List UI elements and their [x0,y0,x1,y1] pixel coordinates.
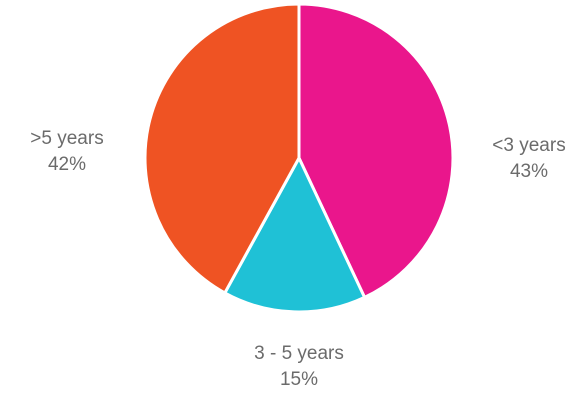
slice-label-under-3-years: <3 years 43% [492,133,565,185]
slice-percent-label: 42% [47,154,87,175]
slice-label-over-5-years: >5 years 42% [30,126,103,178]
slice-percent-label: 15% [279,369,319,390]
slice-category-label: 3 - 5 years [254,343,344,364]
slice-percent-label: 43% [509,161,549,182]
pie-slices [143,2,455,314]
slice-label-3-to-5-years: 3 - 5 years 15% [254,341,344,393]
pie-slice-over-5-years [143,2,301,295]
slice-category-label: >5 years [30,128,104,149]
pie-slice-under-3-years [297,2,455,299]
pie-slice-3-to-5-years [223,156,367,314]
slice-category-label: <3 years [492,135,566,156]
